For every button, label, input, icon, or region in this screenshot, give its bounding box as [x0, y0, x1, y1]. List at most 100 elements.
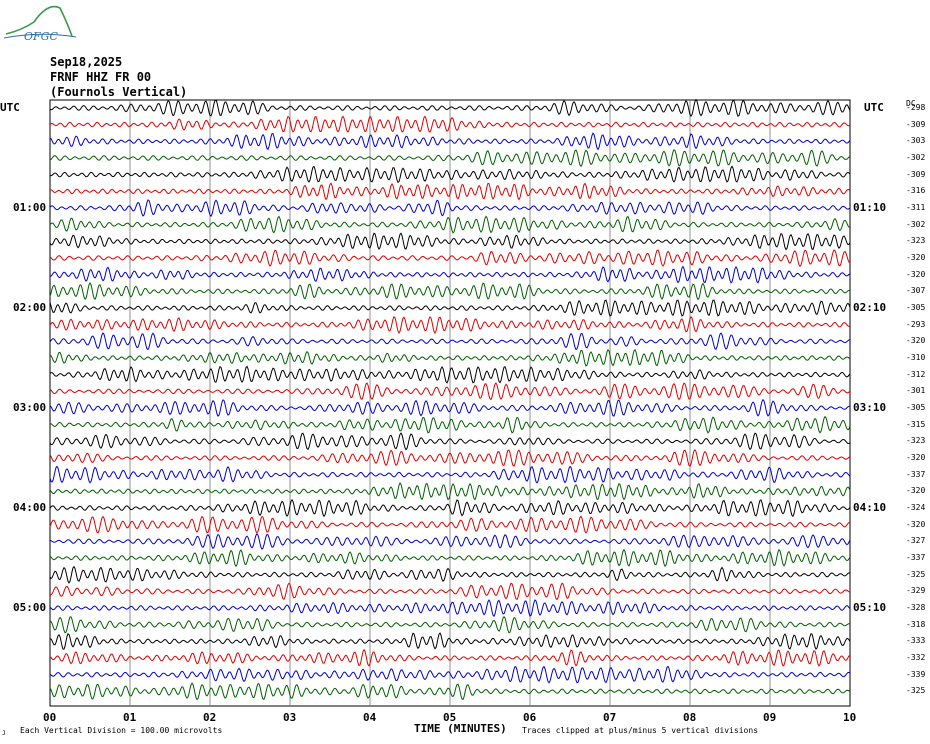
dc-offset-8: -302 [906, 219, 926, 229]
dc-offset-32: -318 [906, 619, 926, 629]
x-tick-label: 04 [363, 711, 377, 724]
dc-offset-26: -320 [906, 519, 926, 529]
dc-offset-25: -324 [906, 503, 926, 512]
x-tick-label: 06 [523, 711, 537, 724]
dc-offset-19: -305 [906, 403, 926, 412]
trace-19 [49, 398, 851, 417]
trace-27 [49, 533, 851, 550]
trace-25 [49, 498, 851, 518]
x-tick-label: 05 [443, 711, 457, 724]
dc-offset-2: -309 [906, 119, 926, 129]
trace-31 [49, 599, 851, 618]
dc-offset-29: -325 [906, 569, 926, 579]
trace-26 [49, 515, 851, 534]
x-tick-label: 10 [843, 711, 857, 724]
dc-offset-15: -320 [906, 336, 926, 346]
left-time-label: 05:00 [13, 601, 47, 614]
trace-23 [49, 465, 851, 484]
dc-offset-1: -298 [906, 103, 926, 112]
trace-9 [49, 232, 851, 251]
trace-13 [49, 299, 851, 317]
utc-right-label: UTC [864, 101, 884, 114]
trace-15 [49, 332, 851, 351]
dc-offset-7: -311 [906, 203, 926, 212]
dc-offset-3: -303 [906, 136, 926, 146]
corner-mark: J [2, 730, 6, 737]
trace-12 [49, 282, 851, 301]
trace-16 [49, 348, 851, 367]
dc-offset-28: -337 [906, 553, 926, 562]
right-time-label: 05:10 [853, 601, 887, 614]
header-station: FRNF HHZ FR 00 [50, 70, 152, 84]
ofgc-logo: OFGC [3, 5, 77, 43]
trace-10 [49, 249, 851, 268]
left-time-label: 02:00 [13, 301, 47, 314]
trace-32 [49, 615, 851, 634]
trace-33 [49, 632, 851, 650]
dc-offset-22: -320 [906, 453, 926, 462]
x-tick-label: 07 [603, 711, 617, 724]
trace-30 [49, 582, 851, 601]
trace-35 [49, 665, 851, 684]
trace-7 [49, 199, 851, 217]
clip-note: Traces clipped at plus/minus 5 vertical … [522, 726, 759, 735]
trace-14 [49, 315, 851, 334]
trace-3 [49, 132, 851, 151]
dc-offset-11: -320 [906, 269, 926, 279]
trace-8 [49, 215, 851, 234]
dc-offset-35: -339 [906, 669, 926, 679]
dc-offset-36: -325 [906, 686, 926, 696]
trace-24 [49, 482, 851, 501]
dc-offset-33: -333 [906, 636, 926, 646]
trace-5 [49, 165, 851, 184]
right-time-label: 03:10 [853, 401, 887, 414]
trace-28 [49, 548, 851, 568]
dc-offset-12: -307 [906, 286, 926, 296]
dc-offset-30: -329 [906, 586, 926, 596]
dc-offset-24: -320 [906, 486, 926, 496]
trace-34 [49, 648, 851, 667]
trace-29 [49, 565, 851, 584]
left-time-label: 01:00 [13, 201, 47, 214]
utc-left-label: UTC [0, 101, 20, 114]
dc-offset-10: -320 [906, 253, 926, 262]
dc-offset-13: -305 [906, 303, 926, 312]
dc-offset-17: -312 [906, 369, 926, 379]
dc-offset-5: -309 [906, 169, 926, 179]
dc-offset-14: -293 [906, 319, 926, 329]
dc-offset-34: -332 [906, 653, 926, 662]
trace-18 [49, 382, 851, 401]
dc-offset-27: -327 [906, 536, 926, 546]
x-tick-label: 09 [763, 711, 777, 724]
x-tick-label: 02 [203, 711, 217, 724]
trace-4 [49, 149, 851, 168]
trace-6 [49, 182, 851, 201]
x-tick-label: 01 [123, 711, 137, 724]
logo-text: OFGC [24, 30, 58, 43]
header-date: Sep18,2025 [50, 55, 123, 69]
dc-offset-23: -337 [906, 469, 926, 479]
trace-11 [49, 265, 851, 284]
x-axis-title: TIME (MINUTES) [414, 722, 507, 735]
left-time-label: 03:00 [13, 401, 47, 414]
dc-offset-4: -302 [906, 153, 926, 162]
dc-offset-16: -310 [906, 353, 926, 362]
x-tick-label: 00 [43, 711, 57, 724]
header-location: (Fournols Vertical) [50, 85, 188, 99]
trace-20 [49, 415, 851, 434]
trace-36 [49, 682, 851, 701]
trace-2 [49, 115, 851, 133]
logo-mountain-icon [5, 5, 73, 37]
dc-offset-20: -315 [906, 419, 926, 429]
dc-offset-6: -316 [906, 186, 926, 196]
dc-offset-18: -301 [906, 386, 926, 396]
x-tick-label: 08 [683, 711, 697, 724]
dc-offset-9: -323 [906, 236, 926, 246]
right-time-label: 02:10 [853, 301, 887, 314]
right-time-label: 01:10 [853, 201, 887, 214]
dc-offset-31: -328 [906, 603, 926, 612]
x-tick-label: 03 [283, 711, 297, 724]
trace-22 [49, 449, 851, 468]
scale-note: Each Vertical Division = 100.00 microvol… [20, 726, 223, 735]
